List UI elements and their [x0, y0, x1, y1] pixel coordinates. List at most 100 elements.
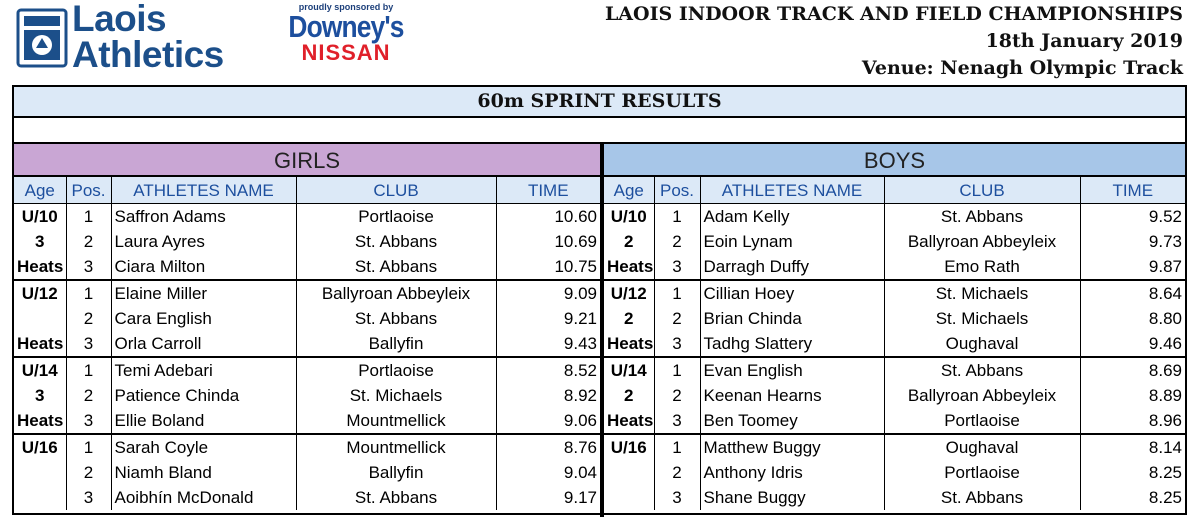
position-cell: 3: [66, 331, 112, 358]
age-cell: U/16: [604, 434, 655, 460]
col-club: CLUB: [884, 177, 1081, 204]
time-cell: 8.14: [1148, 438, 1182, 457]
age-cell: U/10: [604, 203, 655, 229]
result-row: Heats 3 Orla Carroll Ballyfin 9.43: [14, 331, 600, 358]
position-cell: 2: [66, 306, 112, 331]
time-cell: 9.43: [496, 331, 600, 358]
age-cell: Heats: [14, 408, 67, 435]
athlete-name-cell: Temi Adebari: [111, 357, 297, 383]
result-row: Heats 3 Tadhg Slattery Oughaval 9.46: [604, 331, 1185, 358]
result-row: 3 2 Laura Ayres St. Abbans 10.69: [14, 229, 600, 254]
athlete-name-cell: Saffron Adams: [111, 203, 297, 229]
sponsor-logo: proudly sponsored by Downey's NISSAN: [276, 2, 416, 64]
result-row: Heats 3 Ben Toomey Portlaoise 8.96: [604, 408, 1185, 435]
club-cell: Portlaoise: [884, 408, 1081, 435]
age-cell: [604, 460, 655, 485]
athlete-name-cell: Brian Chinda: [700, 306, 885, 331]
position-cell: 3: [654, 485, 701, 510]
col-club: CLUB: [296, 177, 497, 204]
girls-heading: GIRLS: [14, 144, 600, 177]
position-cell: 3: [66, 254, 112, 281]
athlete-name-cell: Evan English: [700, 357, 885, 383]
time-cell: 9.06: [496, 408, 600, 435]
time-cell: 8.80: [1148, 309, 1182, 328]
boys-heading: BOYS: [604, 144, 1185, 177]
time-cell: 9.21: [563, 309, 597, 328]
col-pos: Pos.: [66, 177, 112, 204]
age-cell: U/12: [14, 280, 67, 306]
position-cell: 2: [66, 229, 112, 254]
club-cell: Portlaoise: [296, 357, 497, 383]
result-row: U/12 1 Elaine Miller Ballyroan Abbeyleix 9.0…: [14, 280, 600, 306]
event-venue: Venue: Nenagh Olympic Track: [861, 57, 1183, 79]
athlete-name-cell: Cillian Hoey: [700, 280, 885, 306]
time-cell: 8.76: [563, 438, 597, 457]
col-pos: Pos.: [654, 177, 701, 204]
age-cell: [14, 460, 67, 485]
position-cell: 1: [66, 280, 112, 306]
position-cell: 2: [66, 383, 112, 408]
boys-header-row: Age Pos. ATHLETES NAME CLUB TIME: [604, 177, 1185, 204]
result-row: U/14 1 Evan English St. Abbans 8.69: [604, 357, 1185, 383]
position-cell: 3: [654, 254, 701, 281]
age-cell: Heats: [604, 331, 655, 358]
result-row: Heats 3 Ellie Boland Mountmellick 9.06: [14, 408, 600, 435]
athlete-name-cell: Adam Kelly: [700, 203, 885, 229]
position-cell: 2: [654, 229, 701, 254]
club-cell: St. Abbans: [296, 254, 497, 281]
club-cell: Ballyfin: [296, 331, 497, 358]
time-cell: 9.73: [1148, 232, 1182, 251]
col-time: TIME: [1080, 177, 1185, 204]
position-cell: 1: [654, 280, 701, 306]
age-cell: U/10: [14, 203, 67, 229]
col-name: ATHLETES NAME: [700, 177, 885, 204]
club-cell: Oughaval: [884, 434, 1081, 460]
time-cell: 10.60: [554, 207, 597, 226]
age-cell: 3: [14, 383, 67, 408]
position-cell: 2: [66, 460, 112, 485]
athlete-name-cell: Keenan Hearns: [700, 383, 885, 408]
result-row: Heats 3 Darragh Duffy Emo Rath 9.87: [604, 254, 1185, 281]
club-cell: St. Michaels: [884, 280, 1081, 306]
age-cell: [14, 306, 67, 331]
athlete-name-cell: Niamh Bland: [111, 460, 297, 485]
club-cell: St. Abbans: [884, 357, 1081, 383]
athlete-name-cell: Tadhg Slattery: [700, 331, 885, 358]
result-row: 3 Aoibhín McDonald St. Abbans 9.17: [14, 485, 600, 510]
athlete-name-cell: Patience Chinda: [111, 383, 297, 408]
club-cell: Mountmellick: [296, 408, 497, 435]
age-cell: U/14: [604, 357, 655, 383]
result-row: 2 2 Keenan Hearns Ballyroan Abbeyleix 8.89: [604, 383, 1185, 408]
club-cell: Mountmellick: [296, 434, 497, 460]
age-cell: [604, 485, 655, 510]
club-crest-icon: [16, 8, 68, 68]
age-cell: [14, 485, 67, 510]
girls-header-row: Age Pos. ATHLETES NAME CLUB TIME: [14, 177, 600, 204]
club-cell: St. Abbans: [884, 485, 1081, 510]
time-cell: 8.25: [1148, 488, 1182, 507]
time-cell: 9.87: [1080, 254, 1185, 281]
athlete-name-cell: Elaine Miller: [111, 280, 297, 306]
athlete-name-cell: Ellie Boland: [111, 408, 297, 435]
club-cell: St. Abbans: [296, 306, 497, 331]
time-cell: 9.46: [1080, 331, 1185, 358]
position-cell: 3: [66, 485, 112, 510]
club-cell: Oughaval: [884, 331, 1081, 358]
club-cell: St. Michaels: [884, 306, 1081, 331]
result-row: 3 2 Patience Chinda St. Michaels 8.92: [14, 383, 600, 408]
result-row: U/12 1 Cillian Hoey St. Michaels 8.64: [604, 280, 1185, 306]
age-cell: 2: [604, 229, 655, 254]
position-cell: 2: [654, 306, 701, 331]
club-cell: Emo Rath: [884, 254, 1081, 281]
position-cell: 1: [66, 203, 112, 229]
age-cell: 2: [604, 306, 655, 331]
club-cell: Ballyroan Abbeyleix: [296, 280, 497, 306]
athlete-name-cell: Laura Ayres: [111, 229, 297, 254]
position-cell: 3: [654, 408, 701, 435]
position-cell: 2: [654, 460, 701, 485]
girls-results-table: Age Pos. ATHLETES NAME CLUB TIME U/10 1 Sa…: [14, 177, 600, 510]
result-row: 2 Anthony Idris Portlaoise 8.25: [604, 460, 1185, 485]
result-row: U/10 1 Adam Kelly St. Abbans 9.52: [604, 203, 1185, 229]
athlete-name-cell: Anthony Idris: [700, 460, 885, 485]
club-cell: Ballyfin: [296, 460, 497, 485]
